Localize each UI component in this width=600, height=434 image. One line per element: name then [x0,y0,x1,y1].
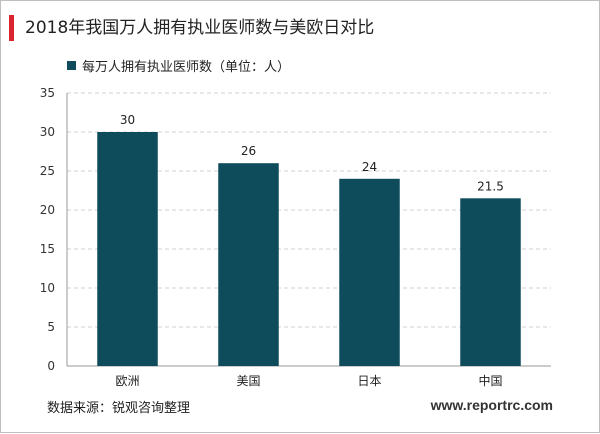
website-watermark: www.reportrc.com [430,397,553,413]
bar [218,163,279,366]
bar-value-label: 24 [362,160,377,174]
legend: 每万人拥有执业医师数（单位：人） [67,56,290,75]
y-tick-label: 35 [40,86,55,100]
x-category-label: 美国 [236,374,260,388]
bar-value-label: 26 [241,144,256,158]
bar-value-label: 30 [120,113,135,127]
chart-title: 2018年我国万人拥有执业医师数与美欧日对比 [25,18,375,38]
x-category-label: 中国 [478,373,502,388]
data-labels: 30 26 24 21.5 [120,113,504,193]
y-tick-label: 20 [40,203,55,217]
bars [97,132,521,366]
title-accent-bar [9,15,14,41]
x-category-label: 欧洲 [115,374,139,388]
bar [339,178,400,366]
y-tick-label: 0 [47,359,55,373]
bar [460,198,521,366]
y-tick-label: 5 [47,320,55,334]
y-tick-label: 15 [40,242,55,256]
bar-value-label: 21.5 [477,179,504,193]
source-note: 数据来源：锐观咨询整理 [47,401,191,416]
legend-label: 每万人拥有执业医师数（单位：人） [82,60,291,75]
bar [97,132,158,366]
y-tick-label: 25 [40,164,55,178]
y-tick-label: 30 [40,125,55,139]
legend-swatch [67,61,76,70]
x-category-label: 日本 [357,374,381,388]
y-tick-label: 10 [40,281,55,295]
